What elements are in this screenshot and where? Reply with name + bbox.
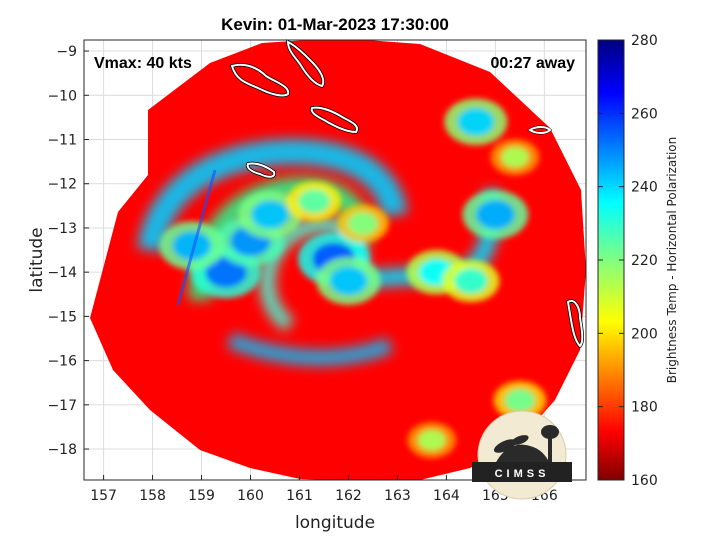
chart-title: Kevin: 01-Mar-2023 17:30:00	[221, 15, 449, 34]
convective-cell-core	[457, 108, 494, 136]
x-tick-label: 158	[139, 488, 166, 504]
convective-cell-core	[298, 189, 330, 213]
logo-text: CIMSS	[495, 468, 550, 480]
convective-cell-core	[501, 146, 530, 168]
time-offset-annotation: 00:27 away	[490, 55, 575, 72]
y-tick-label: −9	[56, 44, 77, 60]
y-tick-label: −15	[47, 309, 77, 325]
y-axis-label: latitude	[27, 227, 47, 292]
colorbar: 160 180 200 220 240 260 280 Brightness Temp - …	[598, 33, 679, 489]
x-tick-label: 164	[433, 488, 460, 504]
x-tick-label: 160	[237, 488, 264, 504]
colorbar-tick-label: 200	[631, 326, 658, 342]
convective-cell-core	[251, 200, 289, 229]
colorbar-tick-label: 280	[631, 33, 658, 49]
convective-cell-core	[454, 268, 488, 293]
colorbar-label: Brightness Temp - Horizontal Polarizatio…	[665, 137, 679, 384]
colorbar-tick-label: 180	[631, 400, 658, 416]
convective-cell-core	[417, 429, 446, 451]
y-tick-label: −11	[47, 132, 77, 148]
convective-cell-core	[476, 200, 515, 229]
convective-cell-core	[329, 267, 367, 296]
x-tick-label: 159	[188, 488, 215, 504]
x-tick-label: 161	[286, 488, 313, 504]
colorbar-tick-label: 260	[631, 106, 658, 122]
x-tick-label: 162	[335, 488, 362, 504]
y-tick-label: −16	[47, 354, 77, 370]
colorbar-tick-label: 160	[631, 473, 658, 489]
y-tick-label: −17	[47, 398, 77, 414]
y-tick-label: −14	[47, 265, 77, 281]
colorbar-tick-label: 240	[631, 180, 658, 196]
x-axis-label: longitude	[295, 513, 375, 533]
y-tick-label: −10	[47, 88, 77, 104]
y-tick-label: −18	[47, 442, 77, 458]
y-tick-label: −12	[47, 177, 77, 193]
colorbar-tick-label: 220	[631, 253, 658, 269]
convective-cell-core	[348, 212, 378, 235]
x-tick-label: 157	[90, 488, 117, 504]
x-tick-label: 163	[384, 488, 411, 504]
vmax-annotation: Vmax: 40 kts	[94, 55, 192, 72]
convective-cell-core	[504, 389, 535, 412]
y-tick-label: −13	[47, 221, 77, 237]
